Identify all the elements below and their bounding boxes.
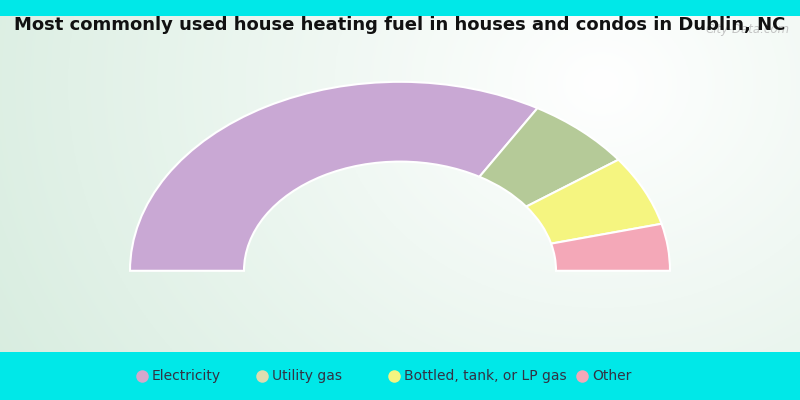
Text: Bottled, tank, or LP gas: Bottled, tank, or LP gas xyxy=(404,369,566,383)
Wedge shape xyxy=(551,224,670,271)
Text: Utility gas: Utility gas xyxy=(272,369,342,383)
Wedge shape xyxy=(130,82,538,271)
Text: Other: Other xyxy=(592,369,631,383)
Text: City-Data.com: City-Data.com xyxy=(706,23,790,36)
Wedge shape xyxy=(479,108,618,207)
Wedge shape xyxy=(526,160,662,244)
Text: Most commonly used house heating fuel in houses and condos in Dublin, NC: Most commonly used house heating fuel in… xyxy=(14,16,786,34)
Text: Electricity: Electricity xyxy=(152,369,221,383)
